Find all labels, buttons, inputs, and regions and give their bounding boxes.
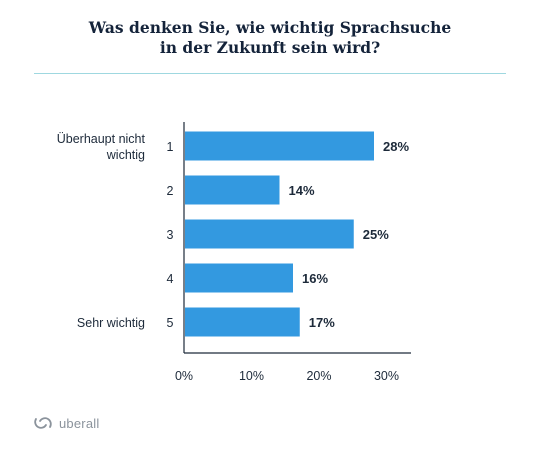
brand-logo: uberall: [32, 413, 99, 433]
data-label-3: 25%: [363, 227, 389, 242]
category-tick-3: 3: [167, 228, 174, 242]
bar-4: [185, 263, 293, 293]
bar-1: [185, 131, 374, 161]
data-label-4: 16%: [302, 271, 328, 286]
chart-title: Was denken Sie, wie wichtig Sprachsuche …: [0, 18, 540, 58]
category-label-1-line-2: wichtig: [106, 148, 145, 162]
bar-2: [185, 175, 280, 205]
category-label-5-line-1: Sehr wichtig: [77, 316, 145, 330]
category-label-1-line-1: Überhaupt nicht: [57, 132, 146, 146]
x-tick-label-10: 10%: [239, 369, 264, 383]
category-tick-5: 5: [167, 316, 174, 330]
category-tick-4: 4: [167, 272, 174, 286]
title-divider: [34, 73, 506, 74]
bar-3: [185, 219, 354, 249]
uberall-logo-icon: [34, 417, 52, 429]
x-tick-label-30: 30%: [374, 369, 399, 383]
x-tick-label-0: 0%: [175, 369, 193, 383]
data-label-1: 28%: [383, 139, 409, 154]
category-tick-1: 1: [167, 140, 174, 154]
category-tick-2: 2: [167, 184, 174, 198]
x-tick-label-20: 20%: [306, 369, 331, 383]
data-label-5: 17%: [309, 315, 335, 330]
bar-5: [185, 307, 300, 337]
brand-name: uberall: [59, 415, 100, 431]
chart-title-line-1: Was denken Sie, wie wichtig Sprachsuche: [88, 18, 452, 37]
data-label-2: 14%: [289, 183, 315, 198]
chart-title-line-2: in der Zukunft sein wird?: [159, 38, 381, 57]
